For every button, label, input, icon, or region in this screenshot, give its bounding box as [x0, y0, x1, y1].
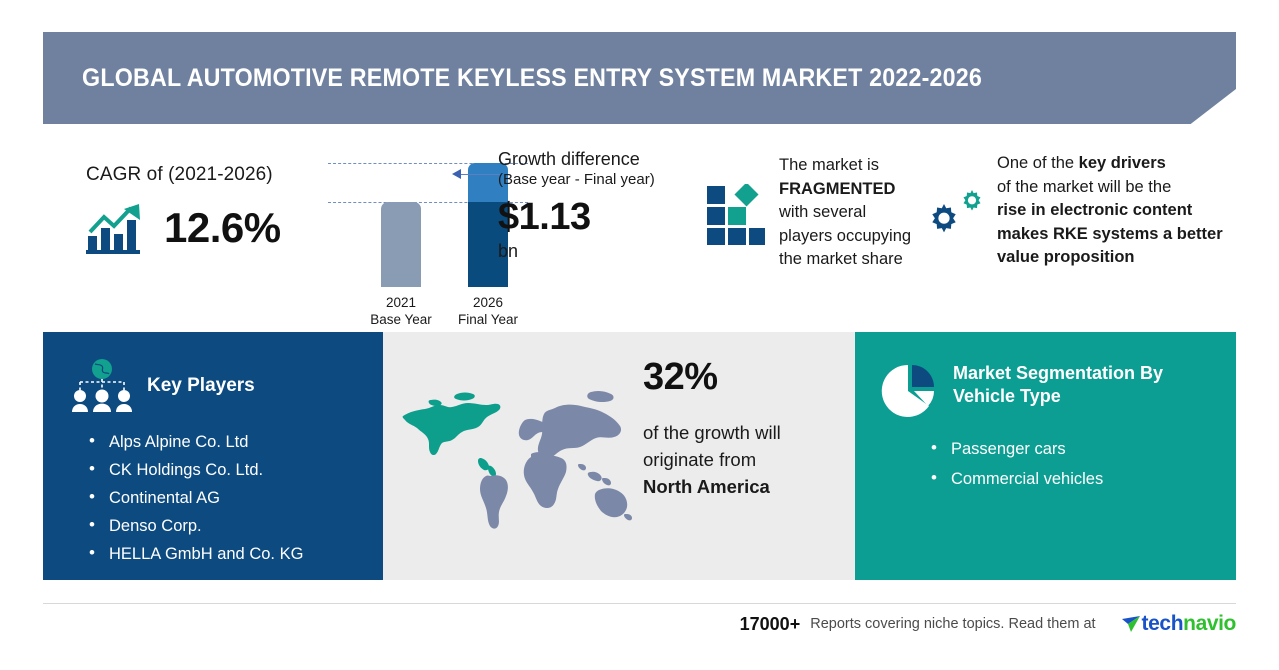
region-description: of the growth will originate from North …	[643, 419, 843, 500]
drivers-line2: of the market will be the	[997, 177, 1172, 196]
technavio-mark-icon	[1121, 616, 1140, 632]
list-item: Commercial vehicles	[931, 463, 1236, 494]
fragment-line3: players occupying	[779, 226, 912, 245]
key-drivers-block: One of the key drivers of the market wil…	[923, 152, 1233, 270]
pie-chart-icon	[881, 364, 934, 417]
gears-icon	[932, 190, 981, 233]
region-rest-of-world	[480, 390, 632, 529]
page-title: GLOBAL AUTOMOTIVE REMOTE KEYLESS ENTRY S…	[82, 63, 983, 92]
region-growth-text: 32% of the growth will originate from No…	[643, 356, 843, 500]
world-map-icon	[402, 390, 632, 529]
bar-2026-growth-segment	[468, 163, 508, 202]
list-item: Passenger cars	[931, 433, 1236, 464]
list-item: HELLA GmbH and Co. KG	[89, 539, 383, 568]
growth-annotation-title: Growth difference	[498, 149, 640, 169]
key-players-panel: Key Players Alps Alpine Co. Ltd CK Holdi…	[43, 332, 383, 580]
segmentation-title-line2: Vehicle Type	[953, 386, 1061, 406]
bar-2021	[381, 202, 421, 287]
market-segmentation-panel: Market Segmentation By Vehicle Type Pass…	[855, 332, 1236, 580]
list-item: Denso Corp.	[89, 511, 383, 540]
segmentation-header: Market Segmentation By Vehicle Type	[855, 332, 1236, 420]
drivers-line1: One of the	[997, 154, 1079, 172]
region-percent: 32%	[643, 356, 718, 398]
footer: 17000+ Reports covering niche topics. Re…	[43, 604, 1237, 644]
footer-content: 17000+ Reports covering niche topics. Re…	[739, 604, 1237, 644]
list-item: CK Holdings Co. Ltd.	[89, 455, 383, 484]
fragment-bold: FRAGMENTED	[779, 179, 896, 198]
region-north-america	[402, 392, 501, 477]
header-banner: GLOBAL AUTOMOTIVE REMOTE KEYLESS ENTRY S…	[43, 32, 1236, 124]
growth-difference-chart: 2021 Base Year 2026 Final Year	[328, 144, 528, 327]
market-fragmentation-block: The market is FRAGMENTED with several pl…	[705, 154, 935, 272]
growth-value: $1.13	[498, 196, 591, 238]
key-drivers-text: One of the key drivers of the market wil…	[997, 152, 1233, 270]
region-desc-line1: of the growth will	[643, 422, 781, 443]
list-item: Alps Alpine Co. Ltd	[89, 427, 383, 456]
bar-role-2026: Final Year	[457, 312, 519, 327]
technavio-logo-tech: tech	[1141, 612, 1184, 635]
segmentation-list: Passenger cars Commercial vehicles	[931, 433, 1236, 494]
fragment-line2: with several	[779, 203, 867, 221]
cagr-row: 12.6%	[86, 202, 356, 254]
drivers-bold2: rise in electronic content makes RKE sys…	[997, 201, 1223, 266]
region-desc-line2: originate from	[643, 449, 757, 470]
technavio-logo-navio: navio	[1183, 612, 1236, 635]
segmentation-title-line1: Market Segmentation By	[953, 363, 1164, 383]
fragment-line4: the market share	[779, 250, 903, 268]
bar-year-2021: 2021	[385, 295, 417, 310]
chart-gridline-top	[328, 163, 528, 164]
cagr-label: CAGR of (2021-2026)	[86, 164, 273, 185]
org-chart-globe-people-icon	[72, 359, 132, 412]
key-players-header: Key Players	[43, 332, 383, 414]
drivers-bold1: key drivers	[1078, 154, 1166, 172]
footer-divider	[43, 603, 1236, 604]
footer-tagline: Reports covering niche topics. Read them…	[810, 616, 1096, 632]
growth-bar-chart-arrow-icon	[86, 204, 140, 254]
fragment-line1: The market is	[779, 156, 879, 174]
segmentation-title: Market Segmentation By Vehicle Type	[953, 362, 1163, 408]
cagr-value: 12.6%	[164, 204, 281, 251]
growth-annotation: Growth difference (Base year - Final yea…	[452, 148, 728, 262]
chart-gridline-mid	[328, 202, 528, 203]
annotation-arrow-icon	[452, 169, 461, 179]
technavio-logo[interactable]: tech navio	[1121, 612, 1236, 636]
bar-year-2026: 2026	[472, 295, 504, 310]
bar-label-2021: 2021 Base Year	[358, 294, 444, 328]
growth-unit: bn	[498, 241, 519, 261]
key-players-list: Alps Alpine Co. Ltd CK Holdings Co. Ltd.…	[89, 427, 383, 568]
growth-annotation-subtitle: (Base year - Final year)	[498, 171, 655, 188]
market-fragmentation-text: The market is FRAGMENTED with several pl…	[779, 154, 911, 272]
stats-strip: CAGR of (2021-2026) 12.6%	[43, 124, 1236, 327]
fragmented-squares-icon	[707, 184, 765, 245]
region-name: North America	[643, 476, 770, 497]
annotation-arrow-line	[460, 174, 500, 175]
bar-label-2026: 2026 Final Year	[445, 294, 531, 328]
region-growth-panel: 32% of the growth will originate from No…	[383, 332, 855, 580]
list-item: Continental AG	[89, 483, 383, 512]
report-count: 17000+	[739, 613, 801, 634]
cagr-block: CAGR of (2021-2026) 12.6%	[86, 164, 356, 254]
bar-role-2021: Base Year	[370, 312, 432, 327]
key-players-title: Key Players	[147, 375, 255, 396]
bar-2026-base-segment	[468, 202, 508, 287]
